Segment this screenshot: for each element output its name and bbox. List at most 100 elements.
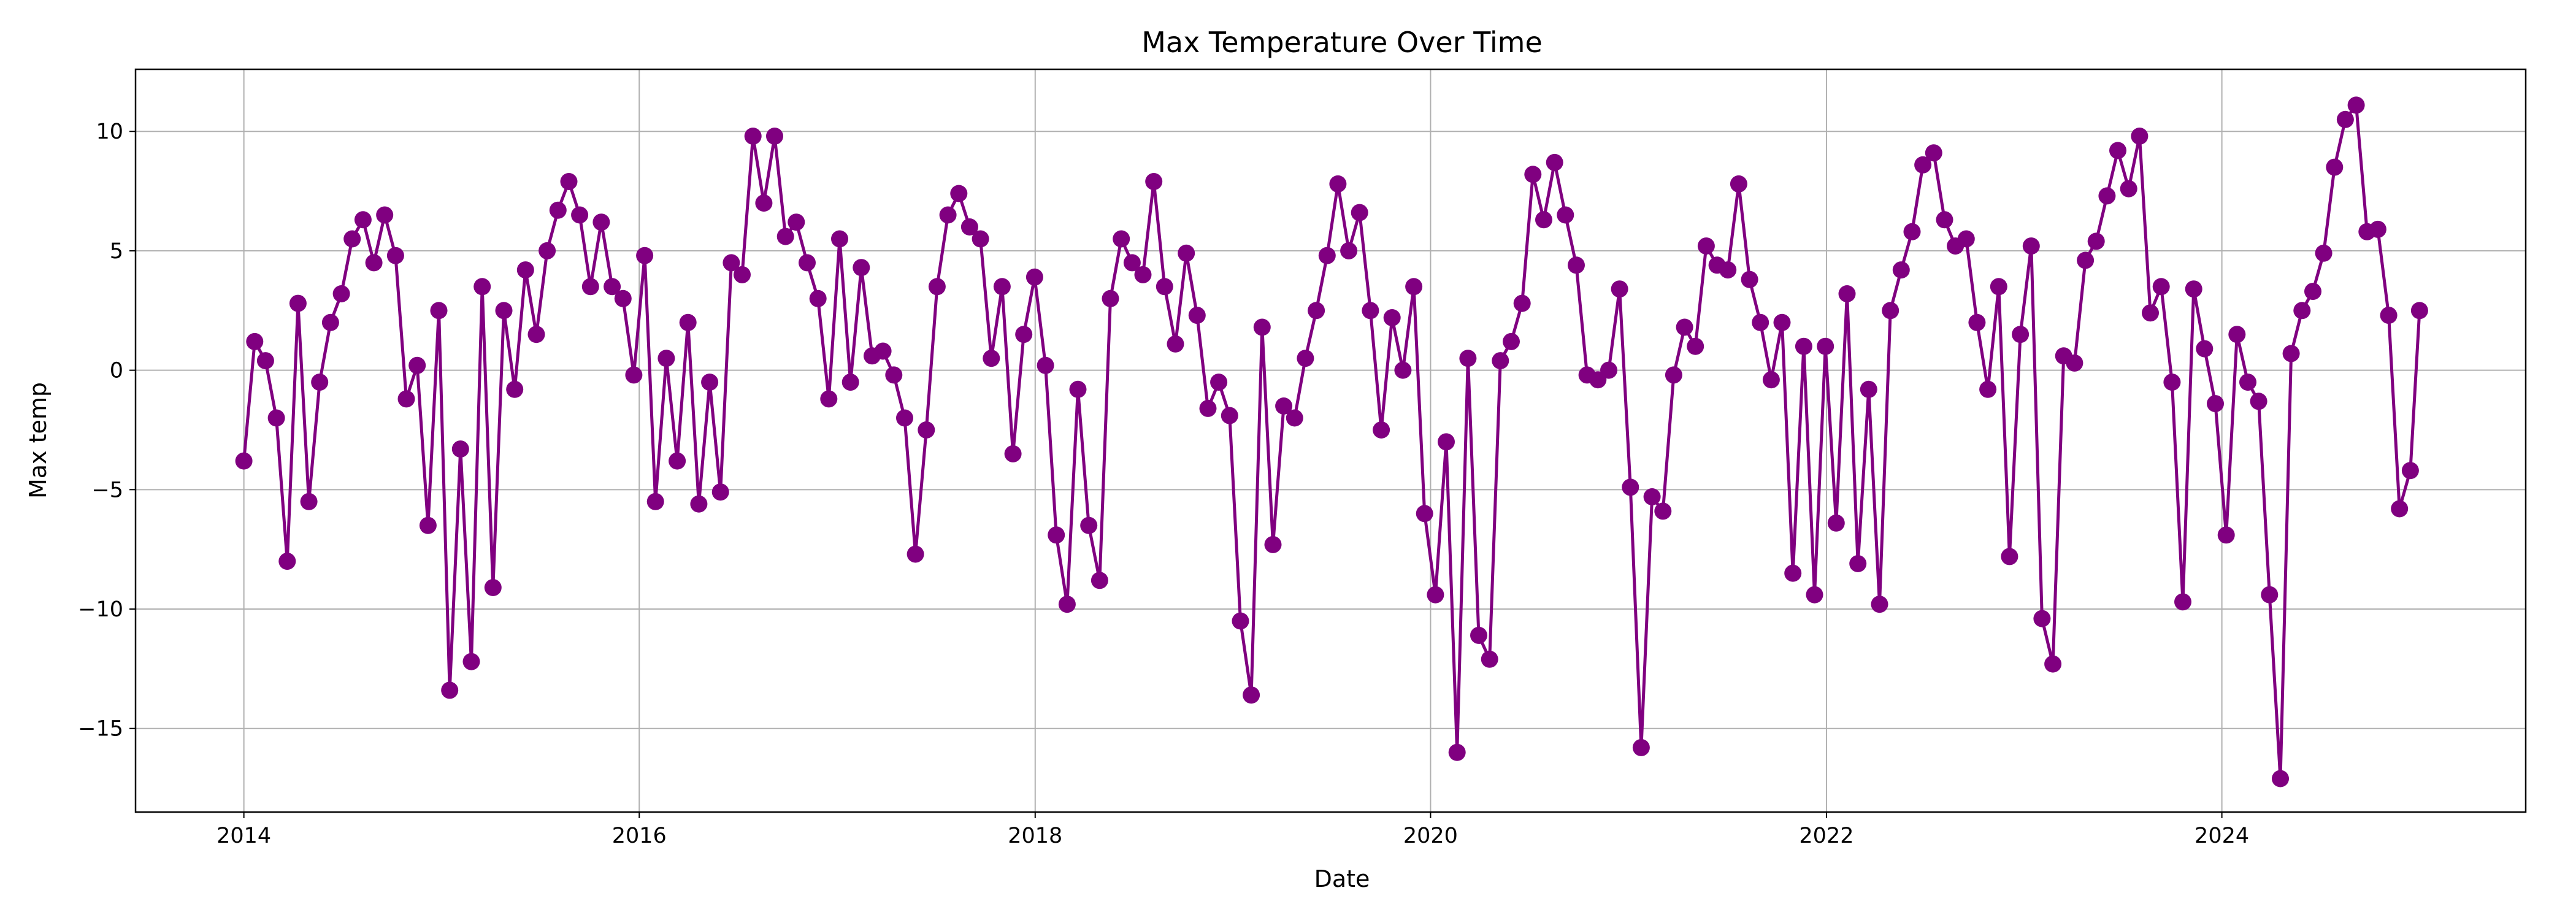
data-point — [235, 452, 253, 470]
data-point — [1676, 318, 1693, 336]
data-point — [1719, 261, 1737, 279]
plot-area-frame — [134, 68, 2527, 813]
data-point — [1784, 564, 1802, 582]
data-point — [376, 206, 394, 224]
data-point — [1741, 270, 1758, 288]
data-point — [581, 278, 599, 296]
data-point — [1665, 366, 1682, 384]
data-point — [321, 313, 339, 331]
data-point — [1524, 166, 1542, 183]
x-tick-label: 2014 — [217, 824, 271, 848]
data-point — [1102, 289, 1119, 307]
y-tick-label: 10 — [96, 120, 123, 144]
data-point — [1015, 326, 1033, 343]
data-point — [841, 374, 859, 391]
data-point — [1199, 399, 1217, 417]
data-point — [571, 206, 589, 224]
data-point — [646, 493, 664, 510]
data-point — [853, 259, 870, 277]
chart-title: Max Temperature Over Time — [1141, 26, 1543, 59]
data-point — [1438, 433, 1455, 451]
data-point — [1892, 261, 1910, 279]
data-point — [2304, 283, 2321, 301]
data-point — [2228, 326, 2246, 343]
data-point — [1513, 294, 1531, 312]
data-point — [1004, 445, 1022, 462]
data-point — [820, 390, 838, 408]
data-point — [2044, 655, 2062, 673]
data-point — [2336, 110, 2354, 128]
data-point — [1134, 266, 1152, 283]
data-point — [246, 332, 264, 350]
x-axis-label: Date — [1314, 865, 1370, 892]
series-line — [242, 103, 2421, 780]
data-point — [2326, 158, 2344, 176]
data-point — [1492, 352, 1509, 370]
data-point — [2282, 345, 2300, 362]
y-tick-label: −15 — [78, 717, 123, 742]
data-point — [1968, 313, 1986, 331]
data-point — [2369, 220, 2386, 238]
data-point — [386, 247, 404, 264]
y-tick-label: −10 — [78, 597, 123, 622]
data-point — [1058, 596, 1076, 613]
data-point — [1957, 230, 1975, 248]
data-point — [831, 230, 848, 248]
data-point — [950, 185, 968, 202]
data-point — [1849, 555, 1867, 572]
data-point — [2207, 395, 2224, 413]
data-point — [1297, 350, 1314, 367]
data-point — [1037, 356, 1054, 374]
x-tick-label: 2022 — [1799, 824, 1853, 848]
data-point — [506, 380, 524, 398]
data-point — [1600, 361, 1617, 379]
data-point — [614, 289, 632, 307]
data-point — [625, 366, 643, 384]
y-tick-label: 5 — [110, 239, 123, 264]
data-point — [1178, 244, 1195, 262]
data-point — [1329, 175, 1347, 193]
data-point — [1394, 361, 1412, 379]
data-point — [636, 247, 654, 264]
data-point — [983, 350, 1000, 367]
data-point — [278, 553, 296, 570]
data-point — [1838, 285, 1856, 302]
data-point — [972, 230, 989, 248]
data-point — [1091, 572, 1108, 589]
data-point — [1264, 535, 1282, 553]
data-point — [527, 326, 545, 343]
data-point — [755, 194, 773, 212]
data-point — [669, 452, 686, 470]
data-point — [1730, 175, 1747, 193]
data-point — [289, 294, 307, 312]
data-point — [2261, 586, 2279, 604]
data-point — [560, 173, 578, 190]
data-point — [1080, 516, 1098, 534]
data-point — [1405, 278, 1423, 296]
x-tick-label: 2024 — [2195, 824, 2249, 848]
data-point — [1697, 237, 1715, 255]
data-point — [1860, 380, 1877, 398]
data-point — [2131, 128, 2149, 145]
gridlines — [136, 69, 2526, 812]
data-point — [1903, 223, 1921, 240]
data-point — [516, 261, 534, 279]
data-point — [2217, 526, 2235, 544]
data-point — [1275, 397, 1293, 415]
data-point — [874, 342, 892, 360]
data-point — [1654, 502, 1672, 520]
data-point — [2001, 548, 2018, 565]
data-point — [1827, 514, 1845, 532]
data-point — [1535, 211, 1552, 229]
data-point — [993, 278, 1011, 296]
data-point — [495, 302, 513, 320]
data-point — [473, 278, 491, 296]
data-point — [2066, 354, 2083, 372]
data-point — [1752, 313, 1769, 331]
data-point — [1481, 650, 1498, 668]
data-point — [1546, 153, 1563, 171]
data-point — [690, 495, 708, 513]
x-tick-label: 2016 — [612, 824, 667, 848]
data-point — [1351, 204, 1368, 221]
y-tick-label: 0 — [110, 359, 123, 383]
